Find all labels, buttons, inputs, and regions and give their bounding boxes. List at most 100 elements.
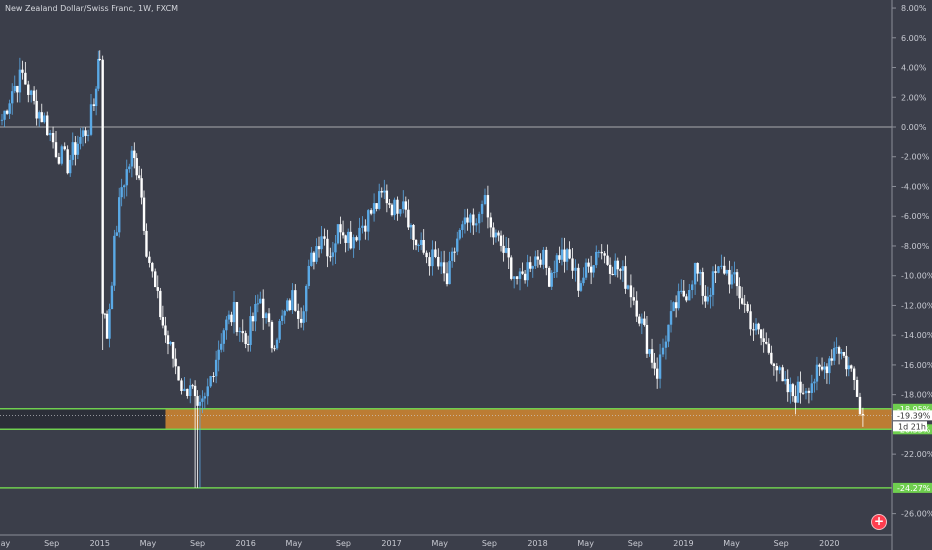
candle-body [159,290,162,318]
x-tick-label: 2019 [673,539,693,548]
candle-body [251,316,255,322]
candle-body [148,256,151,263]
candle-body [367,210,370,232]
y-tick-label: 4.00% [901,64,927,73]
y-tick-label: -4.00% [901,182,930,191]
candle-body [820,366,824,370]
candle-body [664,341,668,348]
candle-body [128,166,131,170]
candle-body [189,385,192,396]
candle-body [18,69,22,93]
candle-body [320,236,323,250]
candle-body [706,296,710,302]
price-tags: -18.95%-20.33%-24.27%-19.39%1d 21h [893,403,932,493]
candle-body [97,58,100,89]
candle-body [445,273,449,285]
countdown-tag [893,421,927,432]
x-tick-label: Sep [628,539,643,548]
candle-body [326,238,329,257]
candle-body [264,313,268,319]
price-axis-background[interactable] [892,0,932,550]
candle-body [624,266,627,289]
candle-body [560,249,564,260]
x-tick-label: 2016 [236,539,256,548]
candle-body [334,243,337,253]
candle-body [180,380,183,392]
candle-body [568,249,571,259]
candle-body [770,352,773,364]
candle-body [66,149,69,174]
candle-body [855,379,859,397]
candle-body [810,383,814,393]
candle-body [166,335,170,345]
candle-body [629,285,633,298]
candle-body [555,255,559,273]
candle-body [842,352,846,356]
candle-body [76,143,80,155]
candle-body [730,274,734,285]
candle-body [105,313,109,339]
candle-body [840,352,843,354]
candle-body [71,142,74,160]
candle-body [209,376,212,387]
candle-body [852,368,856,380]
candle-body [388,203,391,205]
candle-body [720,265,723,267]
candle-body [86,134,90,136]
candle-body [428,257,431,267]
candle-body [21,69,24,73]
x-tick-label: Sep [482,539,497,548]
candle-body [531,266,534,269]
candle-body [120,187,123,198]
candle-body [711,271,715,295]
candle-body [142,197,146,231]
candle-body [422,240,425,253]
candle-body [414,239,418,246]
candle-body [529,262,532,269]
candle-body [140,178,143,198]
candle-body [267,313,271,323]
candle-body [74,142,77,155]
candle-body [238,331,242,333]
price-tag-label: -18.95% [897,405,931,414]
candle-body [653,362,656,369]
candle-body [43,115,46,123]
candle-body [574,267,577,271]
candles-layer [0,50,865,488]
candle-body [434,249,437,257]
candle-body [743,303,746,305]
candle-body [46,115,49,136]
plus-icon: + [873,514,885,528]
x-tick-label: 2020 [819,539,839,548]
candle-body [396,199,399,214]
candle-body [791,384,795,397]
candle-body [377,191,381,209]
candle-body [674,302,678,309]
candle-body [92,104,96,106]
candle-body [759,329,763,339]
candle-body [579,283,583,291]
candle-body [156,287,159,291]
candle-body [645,324,649,354]
candle-body [198,401,202,406]
candle-body [103,313,107,315]
candle-body [523,273,527,281]
candle-body [369,210,373,214]
x-tick-label: Sep [336,539,351,548]
candle-body [57,157,61,164]
candle-body [206,386,209,397]
candle-body [801,392,805,394]
candle-body [704,295,707,302]
candle-body [489,217,493,228]
candle-body [217,349,220,360]
candle-body [98,58,101,60]
candle-body [754,323,758,331]
add-alert-button[interactable]: + [871,514,887,530]
candle-body [545,249,548,268]
candle-body [672,302,675,312]
candle-body [442,262,446,274]
candle-body [94,88,98,106]
candle-body [8,103,11,114]
